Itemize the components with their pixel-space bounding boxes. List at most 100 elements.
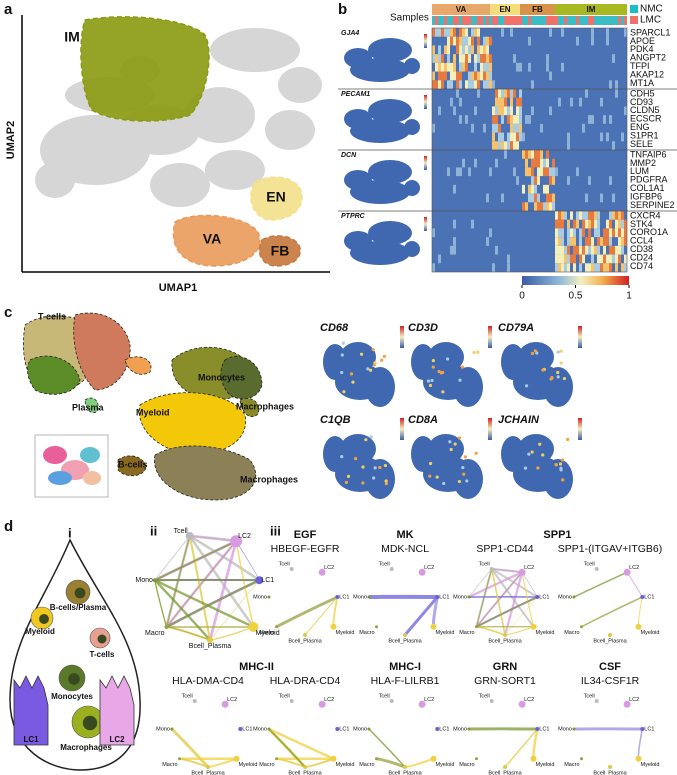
heatmap-cell [501, 97, 504, 107]
heatmap-cell [504, 141, 507, 150]
expr-dot [430, 378, 434, 383]
heatmap-cell [591, 211, 594, 220]
heatmap-cell [519, 115, 522, 124]
expr-dot [373, 466, 377, 470]
gene-label: SERPINE2 [630, 200, 675, 210]
heatmap-cell [489, 54, 492, 63]
marker-label: PTPRC [341, 213, 366, 220]
heatmap-cell [597, 245, 600, 255]
node [330, 623, 337, 630]
heatmap-cell [570, 254, 573, 264]
legend-swatch [630, 16, 638, 24]
heatmap-cell [498, 97, 501, 107]
heatmap-cell [612, 141, 615, 150]
heatmap-cell [510, 89, 513, 98]
node [367, 595, 371, 599]
heatmap-cell [543, 167, 546, 177]
sample-bar [498, 16, 501, 25]
sample-bar [618, 16, 621, 25]
heatmap-cell [513, 141, 516, 150]
expr-dot [461, 466, 465, 470]
heatmap-cell [519, 132, 522, 142]
heatmap-cell [483, 62, 486, 72]
gene-label: PDK4 [630, 44, 654, 54]
heatmap-cell [612, 54, 615, 63]
pathway-title: MHC-II [239, 661, 274, 673]
sample-bar [456, 16, 459, 25]
node [233, 755, 240, 762]
inset-cluster [43, 446, 67, 464]
umap-cluster [205, 150, 265, 190]
gene-label: CCL4 [630, 236, 653, 246]
edge [154, 579, 211, 641]
gene-label: CLDN5 [630, 105, 660, 115]
heatmap-cell [540, 123, 543, 133]
expr-dot [380, 358, 384, 362]
node [530, 755, 537, 762]
node [535, 595, 540, 600]
heatmap-cell [597, 263, 600, 272]
cluster-blob [139, 392, 246, 455]
sample-bar [525, 16, 528, 25]
heatmap-cell [570, 228, 573, 238]
expr-dot [346, 474, 351, 478]
heatmap-cell [501, 106, 504, 116]
cluster-label: EN [266, 189, 285, 205]
cluster-outline [172, 214, 261, 267]
gene-label: IGFBP6 [630, 191, 662, 201]
expr-dot [439, 371, 443, 375]
heatmap-cell [588, 263, 591, 272]
node-label: LC1 [242, 727, 252, 733]
heatmap-cell [579, 245, 582, 255]
edge [521, 572, 535, 627]
gene-label: AKAP12 [630, 69, 664, 79]
cell-label: Myeloid [25, 627, 55, 636]
heatmap-cell [597, 228, 600, 238]
heatmap-cell [615, 228, 618, 238]
cluster-label: FB [271, 243, 290, 259]
heatmap-cell [450, 71, 453, 81]
heatmap-cell [597, 211, 600, 220]
heatmap-cell [552, 176, 555, 185]
heatmap-cell [453, 28, 456, 37]
heatmap-cell [567, 219, 570, 229]
heatmap-cell [465, 62, 468, 72]
edge [189, 534, 261, 582]
gene-label: CXCR4 [630, 210, 661, 220]
sample-bar [570, 16, 573, 25]
heatmap-cell [624, 254, 627, 264]
heatmap-cell [564, 254, 567, 264]
heatmap-cell [483, 36, 486, 46]
pair-label: HBEGF-EGFR [271, 543, 340, 555]
heatmap-cell [444, 71, 447, 81]
heatmap-cell [501, 132, 504, 142]
node [435, 727, 440, 732]
pair-label: HLA-DMA-CD4 [172, 675, 244, 687]
node [230, 535, 243, 548]
group-bar [490, 4, 520, 15]
heatmap-cell [432, 45, 435, 55]
nucleus [39, 614, 49, 624]
heatmap-cell [522, 150, 525, 159]
heatmap-cell [456, 36, 459, 46]
expr-dot [457, 436, 462, 440]
heatmap-cell [462, 28, 465, 37]
cell-label: LC1 [23, 735, 39, 744]
heatmap-cell [561, 211, 564, 220]
sample-bar [450, 16, 453, 25]
node [623, 568, 631, 576]
node [248, 622, 259, 632]
node-label: Bcell_Plasma [288, 638, 322, 644]
node [178, 757, 181, 761]
node-label: Bcell_Plasma [593, 770, 627, 775]
heatmap-cell [450, 245, 453, 255]
heatmap-cell [453, 54, 456, 63]
node-label: Macro [259, 762, 274, 768]
sample-bar [552, 16, 555, 25]
heatmap-cell [567, 132, 570, 142]
heatmap-cell [495, 141, 498, 150]
heatmap-cell [594, 263, 597, 272]
sample-bar [537, 16, 540, 25]
heatmap-cell [459, 28, 462, 37]
heatmap-cell [606, 228, 609, 238]
